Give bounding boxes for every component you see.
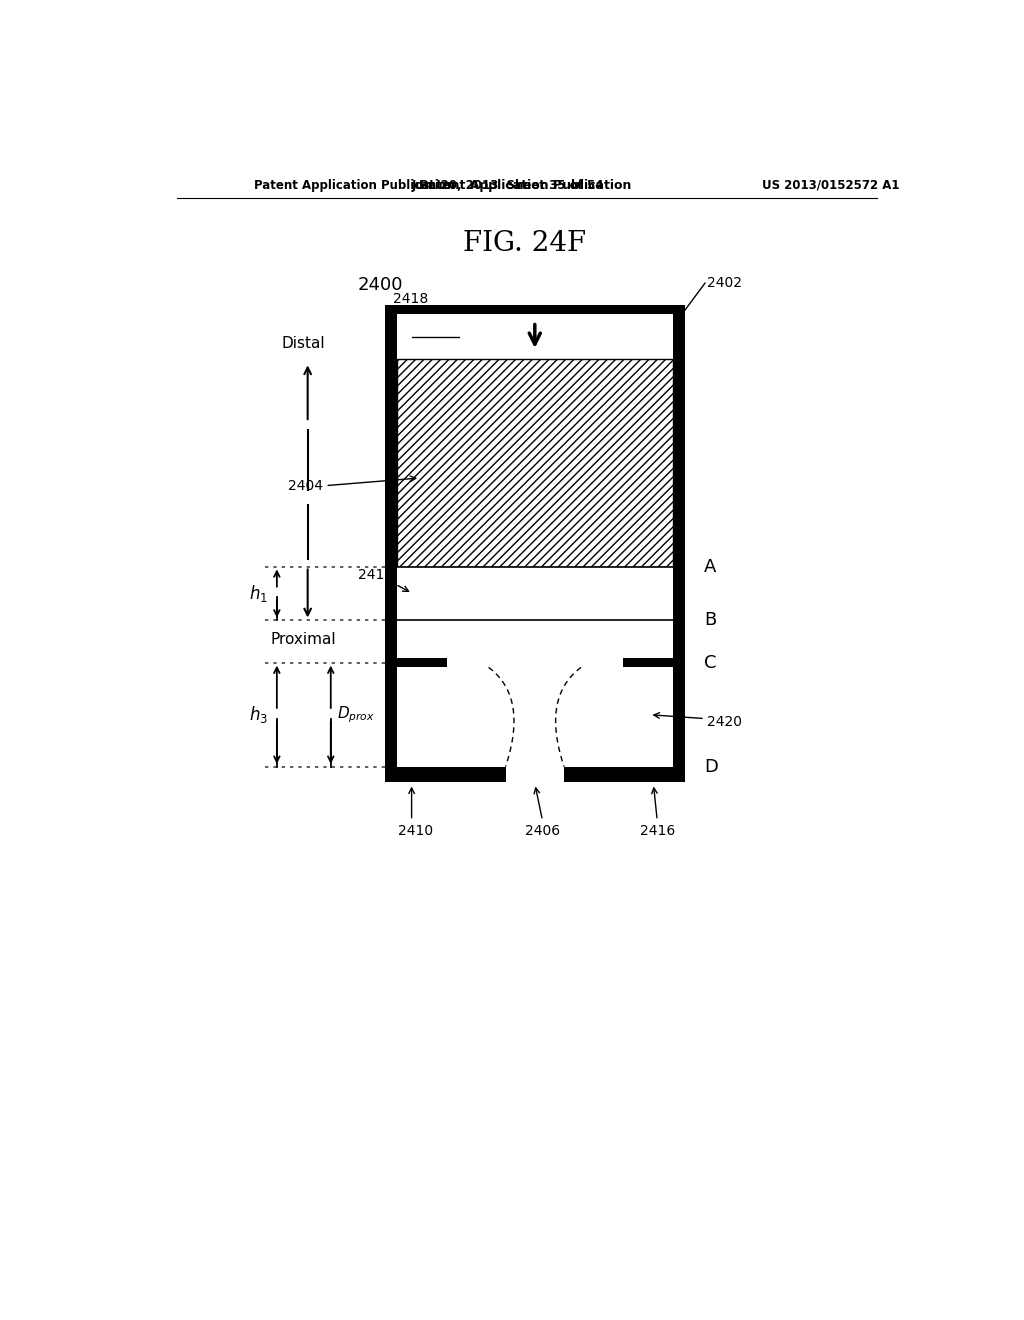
- Text: Patent Application Publication: Patent Application Publication: [254, 178, 455, 191]
- Text: US 2013/0152572 A1: US 2013/0152572 A1: [762, 178, 899, 191]
- Bar: [506, 767, 564, 781]
- Bar: [385, 314, 397, 767]
- Bar: [397, 659, 447, 668]
- Text: Patent Application Publication: Patent Application Publication: [419, 178, 631, 191]
- Bar: [397, 359, 673, 566]
- Bar: [673, 314, 685, 767]
- Bar: [385, 767, 685, 781]
- Text: 2416: 2416: [640, 825, 675, 838]
- Text: Jun. 20, 2013  Sheet 35 of 54: Jun. 20, 2013 Sheet 35 of 54: [412, 178, 604, 191]
- Text: 2410: 2410: [398, 825, 433, 838]
- Text: 2420: 2420: [707, 715, 741, 730]
- Text: A: A: [705, 557, 717, 576]
- Text: D: D: [705, 758, 718, 776]
- Text: B: B: [705, 611, 717, 630]
- Text: 2406: 2406: [525, 825, 560, 838]
- Bar: [623, 659, 673, 668]
- Text: Distal: Distal: [282, 335, 326, 351]
- Polygon shape: [488, 668, 581, 767]
- Bar: [397, 314, 673, 359]
- Text: FIG. 24F: FIG. 24F: [463, 230, 587, 256]
- Text: 2412: 2412: [358, 568, 393, 582]
- Bar: [385, 305, 685, 314]
- Bar: [397, 566, 673, 767]
- Text: $h_3$: $h_3$: [249, 705, 267, 725]
- Text: 2402: 2402: [707, 276, 741, 290]
- Text: $D_{prox}$: $D_{prox}$: [337, 705, 375, 725]
- Text: $h_1$: $h_1$: [249, 583, 267, 605]
- Text: 2400: 2400: [357, 276, 403, 294]
- Text: C: C: [705, 653, 717, 672]
- Text: 2418: 2418: [393, 292, 428, 306]
- Text: Proximal: Proximal: [271, 632, 337, 647]
- Text: 2404: 2404: [288, 479, 323, 492]
